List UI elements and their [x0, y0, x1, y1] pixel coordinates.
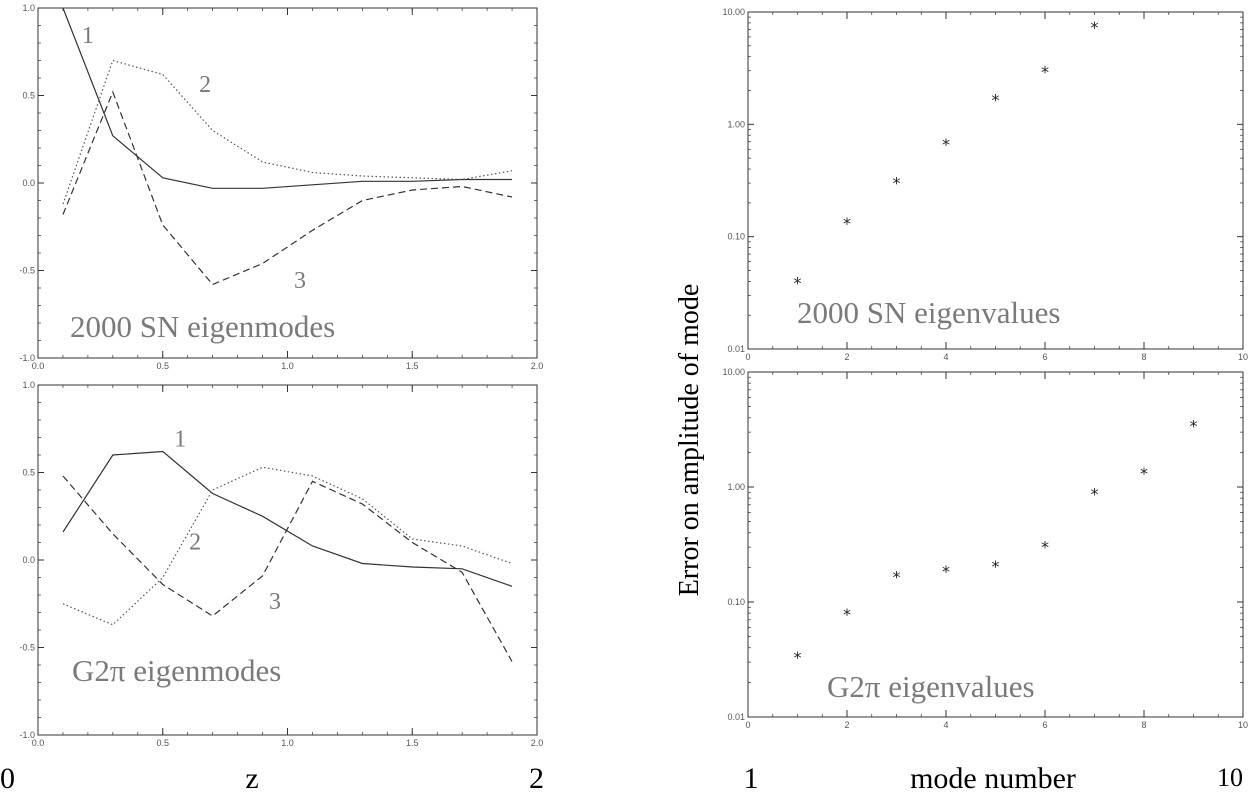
y-tick-label: 0.5: [22, 468, 35, 478]
y-tick-label: 10.00: [722, 7, 745, 17]
y-tick-label: 0.0: [22, 555, 35, 565]
data-point: *: [1091, 484, 1099, 503]
data-point: *: [893, 173, 901, 192]
x-tick-label: 0.0: [32, 738, 45, 748]
x-tick-label: 8: [1141, 352, 1146, 362]
left-x-axis-label: z: [245, 762, 258, 795]
data-point: *: [992, 557, 1000, 576]
y-tick-label: 0.10: [727, 597, 745, 607]
y-tick-label: 0.01: [727, 344, 745, 354]
panel-sn-eigenvalues: 0.01 0.10 1.00 10.00 0 2 4 6 8 10 * * * * * * *: [722, 7, 1248, 362]
x-tick-label: 1.5: [406, 361, 419, 371]
data-point: *: [942, 562, 950, 581]
x-tick-label: 0: [745, 352, 750, 362]
y-tick-label: -1.0: [19, 353, 35, 363]
x-tick-label: 1.0: [281, 361, 294, 371]
series-label-1: 1: [174, 426, 186, 452]
x-tick-label: 6: [1042, 352, 1047, 362]
x-tick-label: 8: [1141, 720, 1146, 730]
panel-g2pi-eigenmodes: -1.0 -0.5 0.0 0.5 1.0 0.0 0.5 1.0 1.5 2.0 1 2 3: [19, 380, 543, 748]
right-y-axis-label: Error on amplitude of mode: [674, 284, 705, 597]
data-point: *: [843, 214, 851, 233]
y-tick-label: 1.00: [727, 482, 745, 492]
data-point: *: [843, 605, 851, 624]
series-line-3: [62, 90, 513, 286]
g2pi-eigenmodes-title: G2π eigenmodes: [72, 653, 281, 688]
y-tick-label: 1.0: [22, 3, 35, 13]
x-tick-label: 0: [745, 720, 750, 730]
data-point: *: [1091, 18, 1099, 37]
y-tick-label: 0.01: [727, 712, 745, 722]
x-tick-label: 0.5: [156, 361, 169, 371]
data-point: *: [794, 648, 802, 667]
right-x-end-label: 10: [1217, 763, 1243, 792]
x-tick-label: 2.0: [531, 738, 544, 748]
series-label-2: 2: [189, 530, 201, 556]
x-tick-label: 2: [844, 352, 849, 362]
x-tick-label: 0.5: [156, 738, 169, 748]
y-tick-label: 0.5: [22, 91, 35, 101]
x-tick-label: 10: [1238, 720, 1248, 730]
data-point: *: [1041, 63, 1049, 82]
data-point: *: [794, 273, 802, 292]
left-x-start-label: 0: [0, 762, 15, 795]
x-tick-label: 1.5: [406, 738, 419, 748]
y-tick-label: -0.5: [19, 266, 35, 276]
series-line-3: [62, 475, 513, 662]
x-tick-label: 10: [1238, 352, 1248, 362]
series-line-2: [62, 466, 513, 626]
series-line-1: [62, 450, 513, 587]
y-tick-label: 0.0: [22, 178, 35, 188]
sn-eigenmodes-title: 2000 SN eigenmodes: [70, 309, 335, 344]
panel-sn-eigenmodes: -1.0 -0.5 0.0 0.5 1.0 0.0 0.5 1.0 1.5 2.0 1 2 3: [19, 3, 543, 371]
data-point: *: [992, 90, 1000, 109]
data-point: *: [1041, 537, 1049, 556]
data-point: *: [1190, 416, 1198, 435]
right-x-axis-label: mode number: [910, 762, 1076, 795]
y-tick-label: 0.10: [727, 232, 745, 242]
data-point: *: [942, 135, 950, 154]
y-tick-label: -1.0: [19, 730, 35, 740]
panel-g2pi-eigenvalues: 0.01 0.10 1.00 10.00 0 2 4 6 8 10 * * * * * * * * *: [722, 367, 1248, 730]
x-tick-label: 2: [844, 720, 849, 730]
right-x-start-label: 1: [744, 762, 759, 795]
series-label-2: 2: [199, 72, 211, 98]
x-tick-label: 2.0: [531, 361, 544, 371]
series-label-3: 3: [269, 589, 281, 615]
x-tick-label: 6: [1042, 720, 1047, 730]
series-label-3: 3: [294, 268, 306, 294]
x-tick-label: 4: [943, 352, 948, 362]
y-tick-label: -0.5: [19, 643, 35, 653]
y-tick-label: 1.0: [22, 380, 35, 390]
x-tick-label: 4: [943, 720, 948, 730]
g2pi-eigenvalues-title: G2π eigenvalues: [827, 669, 1035, 704]
x-tick-label: 0.0: [32, 361, 45, 371]
series-label-1: 1: [82, 23, 94, 49]
left-x-end-label: 2: [529, 762, 544, 795]
sn-eigenvalues-title: 2000 SN eigenvalues: [797, 295, 1060, 330]
y-tick-label: 1.00: [727, 119, 745, 129]
data-point: *: [1140, 464, 1148, 483]
x-tick-label: 1.0: [281, 738, 294, 748]
data-point: *: [893, 567, 901, 586]
y-tick-label: 10.00: [722, 367, 745, 377]
